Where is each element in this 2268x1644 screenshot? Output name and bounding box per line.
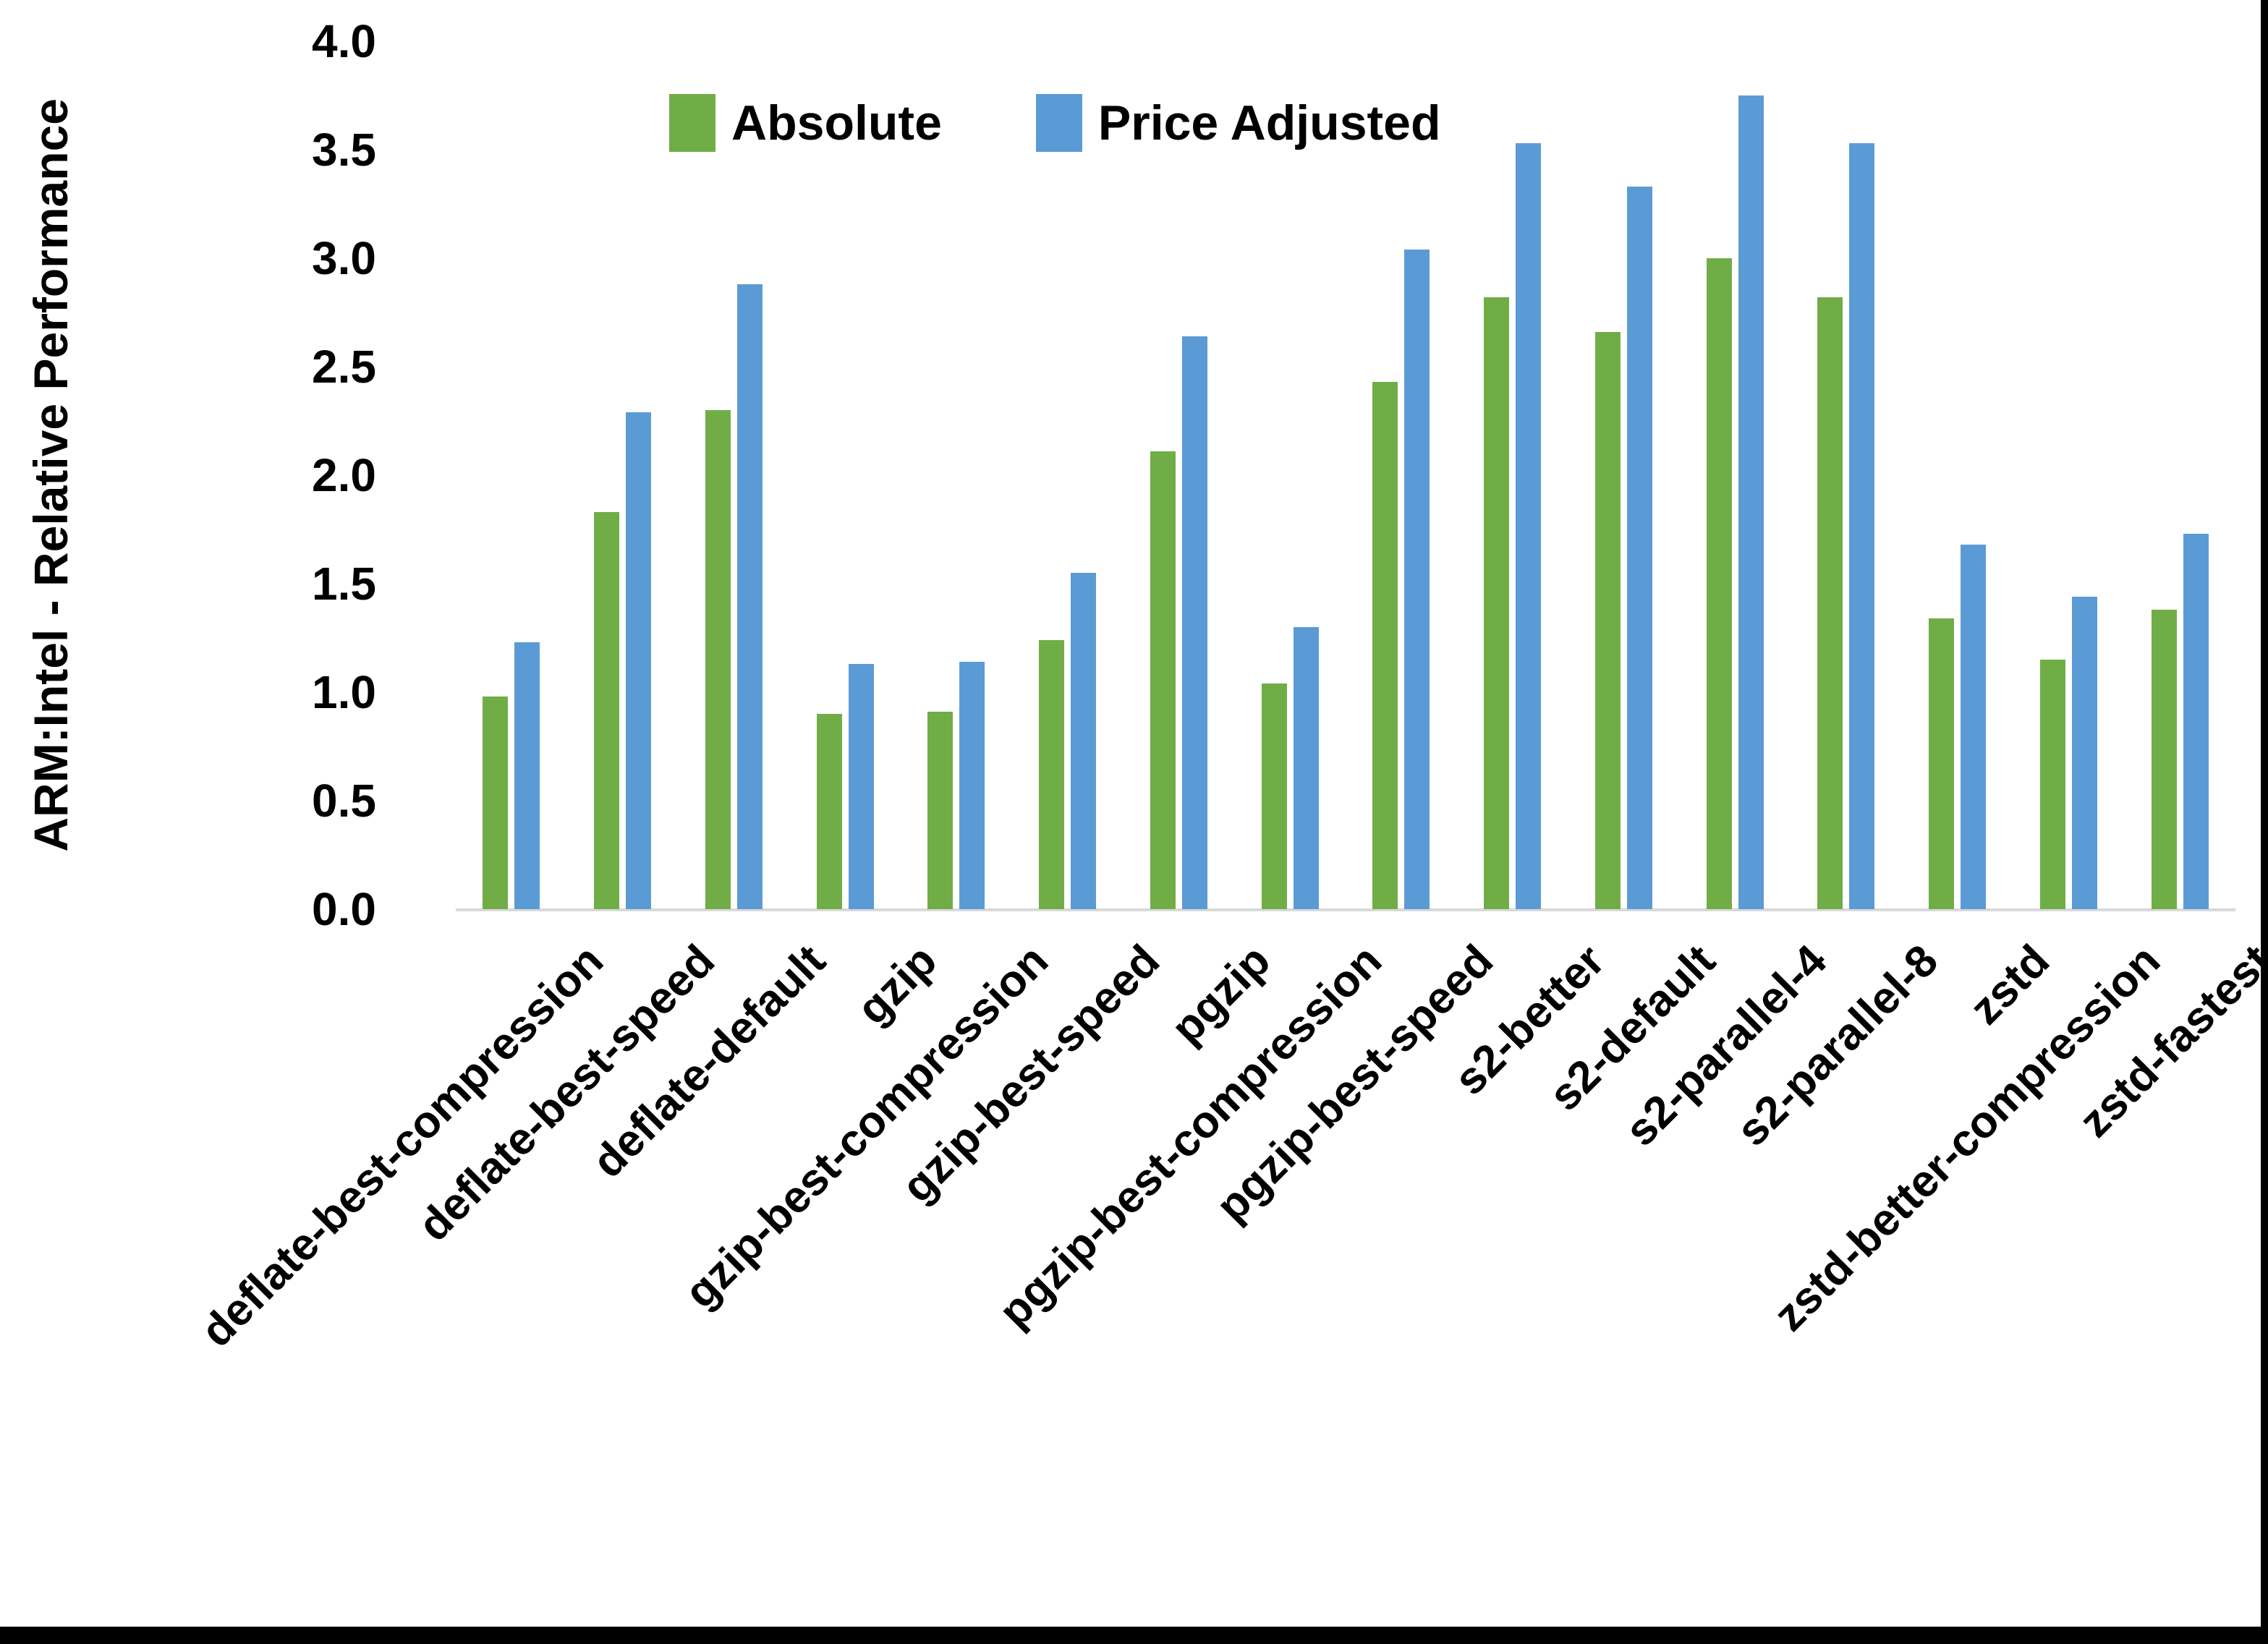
plot-area [456, 41, 2235, 911]
bar-price-adjusted [1071, 573, 1097, 909]
bar-group [2013, 41, 2125, 909]
bar-group [456, 41, 567, 909]
bar-absolute [1817, 297, 1843, 909]
y-tick-label: 0.5 [312, 775, 376, 827]
legend-label: Absolute [731, 95, 942, 150]
bar-absolute [2039, 660, 2065, 909]
legend: Absolute Price Adjusted [669, 94, 1441, 152]
bar-group [2124, 41, 2235, 909]
bar-price-adjusted [1849, 143, 1875, 909]
legend-item: Absolute [669, 94, 942, 152]
bar-price-adjusted [2183, 534, 2209, 909]
y-tick-label: 4.0 [312, 15, 376, 67]
bar-price-adjusted [1961, 545, 1987, 909]
bar-absolute [816, 714, 842, 909]
bar-group [1012, 41, 1124, 909]
bar-price-adjusted [1626, 187, 1652, 909]
bar-absolute [594, 512, 620, 909]
bar-absolute [1039, 640, 1065, 909]
bar-absolute [2151, 610, 2177, 909]
bar-absolute [927, 712, 954, 909]
legend-swatch-icon [669, 94, 715, 152]
legend-label: Price Adjusted [1097, 95, 1441, 150]
legend-item: Price Adjusted [1035, 94, 1441, 152]
bar-price-adjusted [2071, 597, 2097, 909]
bar-group [679, 41, 790, 909]
legend-swatch-icon [1035, 94, 1082, 152]
bar-absolute [483, 697, 509, 909]
bar-group [1679, 41, 1791, 909]
bar-absolute [1372, 382, 1398, 909]
bar-price-adjusted [1181, 336, 1207, 909]
bar-group [1346, 41, 1457, 909]
bar-absolute [1261, 683, 1287, 909]
bar-price-adjusted [848, 664, 874, 909]
bar-price-adjusted [1404, 250, 1430, 909]
y-tick-label: 0.0 [312, 883, 376, 935]
bar-group [901, 41, 1012, 909]
bar-price-adjusted [1516, 143, 1542, 909]
bar-group [1902, 41, 2013, 909]
bar-group [789, 41, 901, 909]
y-tick-label: 2.0 [312, 449, 376, 501]
bar-group [1568, 41, 1680, 909]
bar-absolute [1929, 618, 1955, 909]
bar-group [1124, 41, 1235, 909]
bar-absolute [1594, 332, 1621, 909]
bar-absolute [1706, 258, 1732, 909]
y-tick-label: 1.0 [312, 666, 376, 718]
bar-price-adjusted [736, 284, 763, 909]
y-tick-label: 3.0 [312, 232, 376, 284]
bar-absolute [705, 410, 731, 909]
y-tick-label: 2.5 [312, 341, 376, 393]
bar-group [1234, 41, 1346, 909]
bar-price-adjusted [1738, 95, 1764, 909]
bar-absolute [1484, 297, 1510, 909]
y-tick-label: 1.5 [312, 558, 376, 610]
bar-price-adjusted [626, 412, 652, 909]
bar-group [1457, 41, 1568, 909]
bar-group [1791, 41, 1902, 909]
bar-price-adjusted [514, 642, 540, 909]
bar-absolute [1150, 451, 1176, 909]
bar-price-adjusted [959, 662, 985, 909]
y-tick-label: 3.5 [312, 124, 376, 176]
x-axis-line [456, 908, 2235, 911]
bar-group [567, 41, 679, 909]
bar-price-adjusted [1293, 627, 1319, 909]
